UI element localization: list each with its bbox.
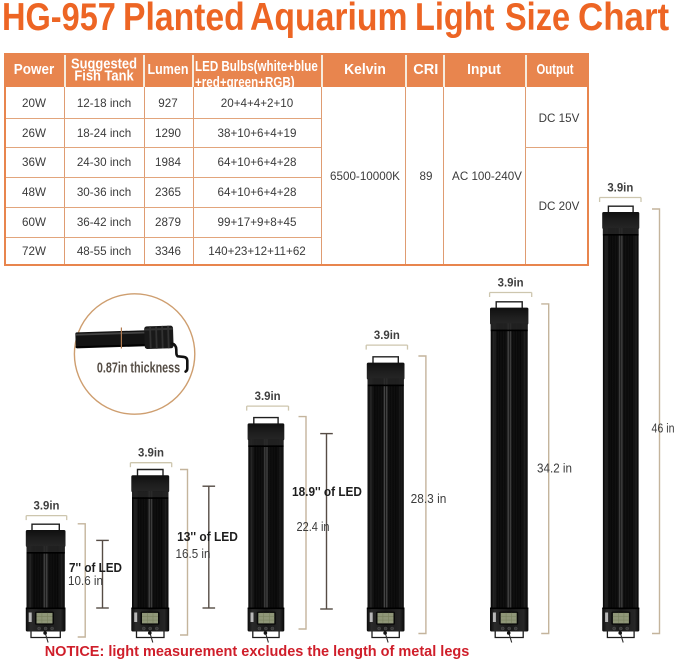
svg-text:NOTICE: light measurement excl: NOTICE: light measurement excludes the l… [45, 644, 470, 660]
svg-text:18.9'' of LED: 18.9'' of LED [292, 484, 362, 499]
svg-text:3.9in: 3.9in [607, 181, 633, 194]
svg-text:22.4 in: 22.4 in [296, 520, 329, 534]
svg-text:7'' of LED: 7'' of LED [69, 560, 122, 575]
svg-text:3.9in: 3.9in [255, 390, 281, 403]
svg-text:28.3 in: 28.3 in [411, 492, 447, 506]
svg-text:3.9in: 3.9in [34, 499, 60, 512]
svg-text:13'' of LED: 13'' of LED [177, 530, 238, 545]
svg-text:3.9in: 3.9in [374, 329, 400, 342]
svg-text:16.5 in: 16.5 in [176, 547, 211, 561]
svg-text:34.2 in: 34.2 in [537, 461, 572, 475]
svg-text:0.87in thickness: 0.87in thickness [97, 359, 180, 376]
svg-text:10.6 in: 10.6 in [68, 574, 103, 588]
svg-text:3.9in: 3.9in [498, 276, 524, 289]
svg-text:3.9in: 3.9in [138, 446, 164, 459]
svg-text:46 in: 46 in [651, 422, 674, 436]
